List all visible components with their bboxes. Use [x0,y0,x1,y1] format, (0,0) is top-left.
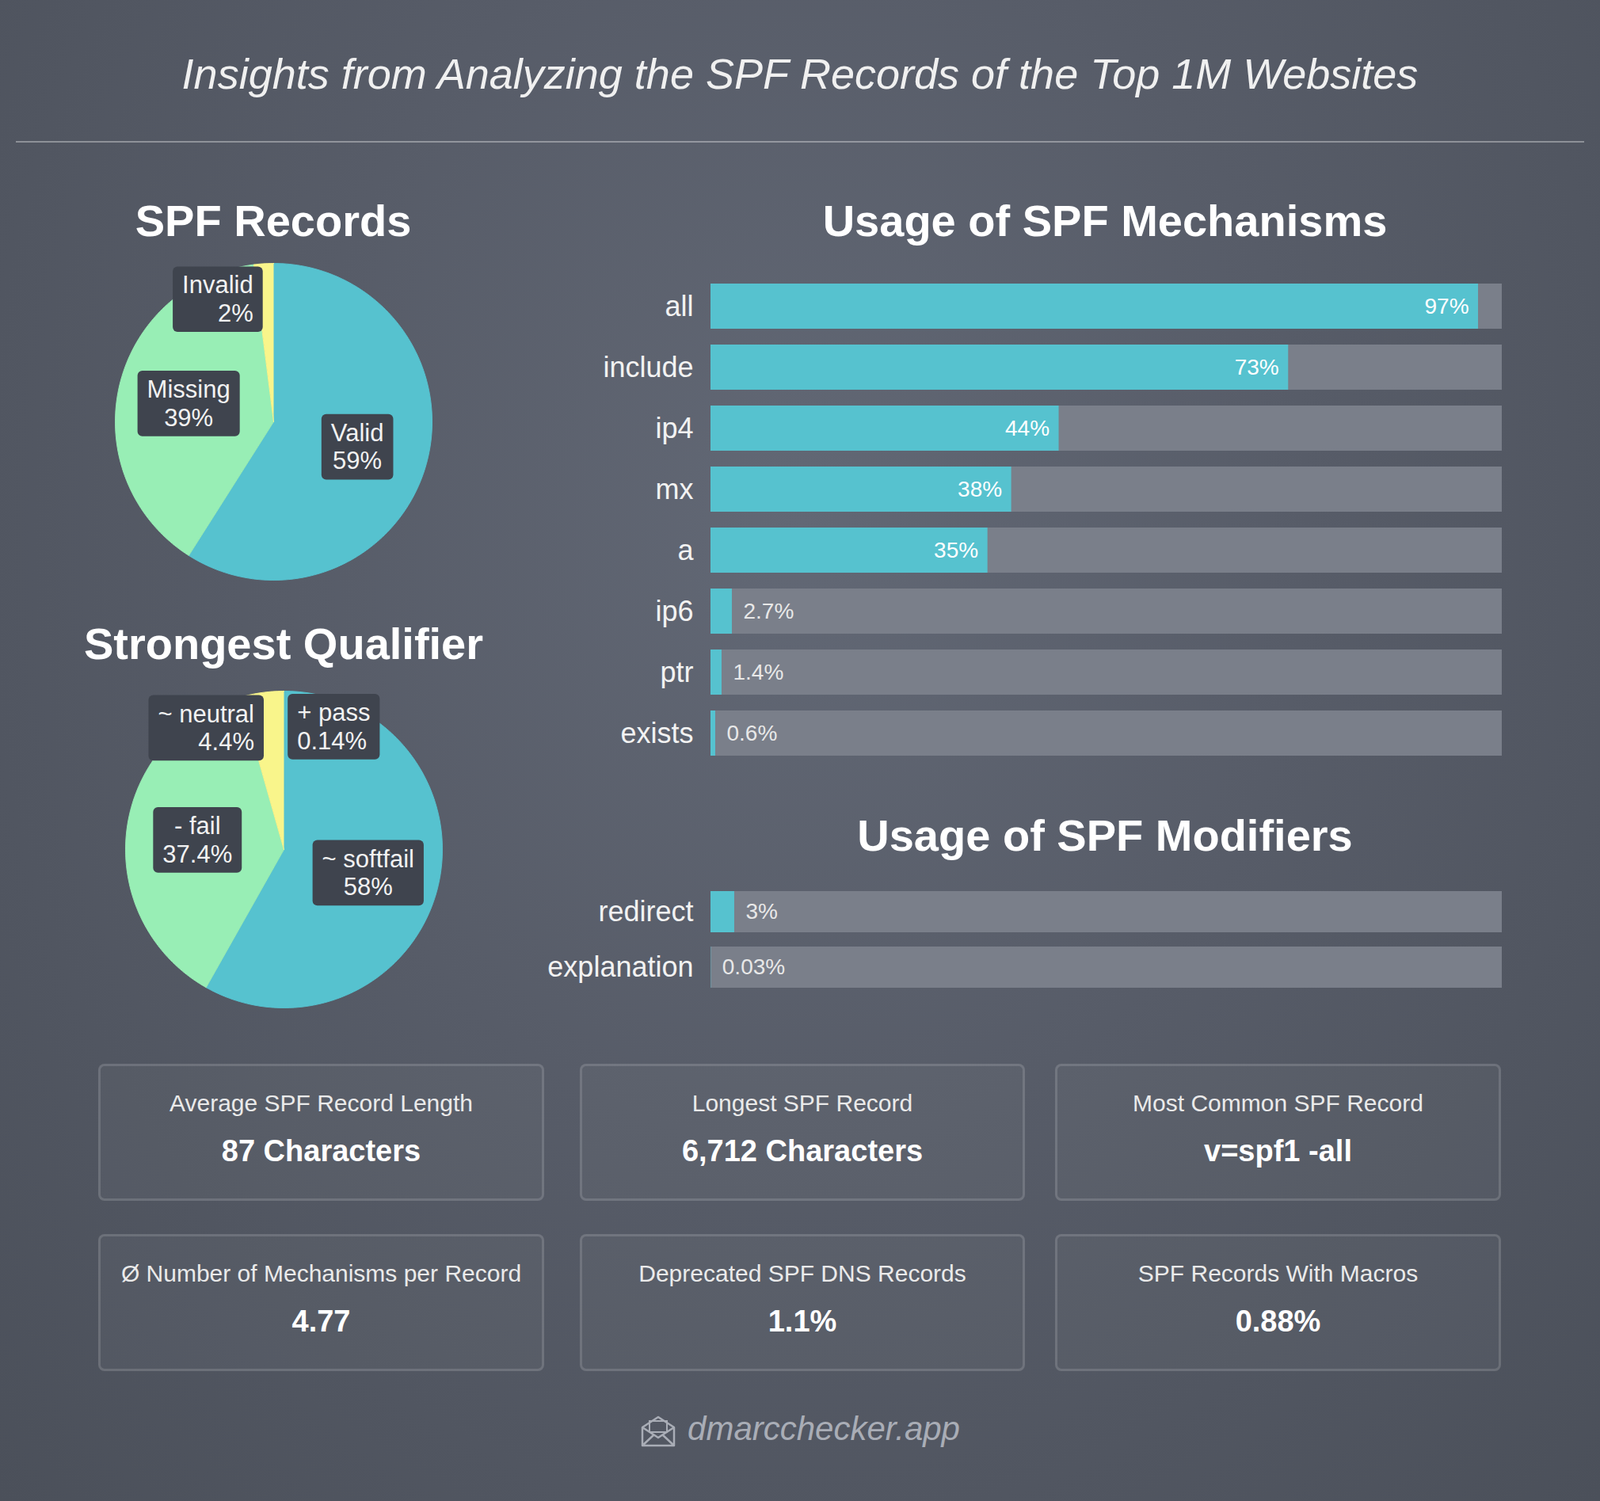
html-text:Most Common SPF Record: Most Common SPF Record [1132,1089,1424,1117]
html-text:Ø Number of Mechanisms per Rec: Ø Number of Mechanisms per Record [121,1260,522,1287]
svg-text:mx: mx [655,472,694,506]
svg-text:0.6%: 0.6% [726,720,778,746]
svg-text:exists: exists [620,716,694,750]
svg-text:all: all [664,289,694,323]
svg-text:include: include [602,350,694,384]
html-text:SPF Records: SPF Records [135,195,412,246]
html-text:Average SPF Record Length: Average SPF Record Length [169,1089,473,1117]
svg-text:97%: 97% [1424,293,1469,319]
svg-text:a: a [677,533,694,567]
html-text:4.77: 4.77 [291,1304,351,1338]
svg-text:ip6: ip6 [655,594,694,628]
svg-text:Invalid2%: Invalid2% [182,270,254,328]
svg-text:2.7%: 2.7% [742,598,794,624]
html-text:1.1%: 1.1% [768,1304,837,1338]
svg-text:explanation: explanation [547,950,694,983]
svg-text:+ pass0.14%: + pass0.14% [297,698,370,755]
html-text:Usage of SPF Mechanisms: Usage of SPF Mechanisms [822,195,1388,246]
svg-text:redirect: redirect [598,895,694,928]
svg-text:ptr: ptr [659,655,694,689]
html-text:v=spf1 -all: v=spf1 -all [1203,1134,1353,1168]
svg-text:1.4%: 1.4% [732,659,784,685]
svg-text:~ softfail58%: ~ softfail58% [322,844,415,901]
html-text:Strongest Qualifier: Strongest Qualifier [83,618,484,669]
html-text:Insights from Analyzing the SP: Insights from Analyzing the SPF Records … [181,49,1419,98]
svg-text:44%: 44% [1005,415,1050,441]
html-text:Usage of SPF Modifiers: Usage of SPF Modifiers [857,810,1353,861]
html-text:Longest SPF Record: Longest SPF Record [692,1089,913,1117]
html-text:SPF Records With Macros: SPF Records With Macros [1138,1260,1418,1287]
svg-text:0.03%: 0.03% [722,954,785,980]
html-text:dmarcchecker.app: dmarcchecker.app [687,1409,960,1448]
html-text:87 Characters: 87 Characters [221,1134,421,1168]
svg-text:38%: 38% [957,476,1002,502]
svg-text:Missing39%: Missing39% [147,375,231,432]
html-text:Deprecated SPF DNS Records: Deprecated SPF DNS Records [638,1260,967,1287]
svg-text:73%: 73% [1234,354,1280,380]
svg-text:ip4: ip4 [655,411,694,445]
svg-text:35%: 35% [933,537,979,563]
svg-text:3%: 3% [745,899,778,924]
svg-text:~ neutral4.4%: ~ neutral4.4% [157,700,255,757]
html-text:0.88%: 0.88% [1235,1304,1321,1338]
svg-text:Valid59%: Valid59% [331,419,385,476]
svg-text:- fail37.4%: - fail37.4% [162,811,233,869]
html-text:6,712 Characters: 6,712 Characters [681,1134,923,1168]
